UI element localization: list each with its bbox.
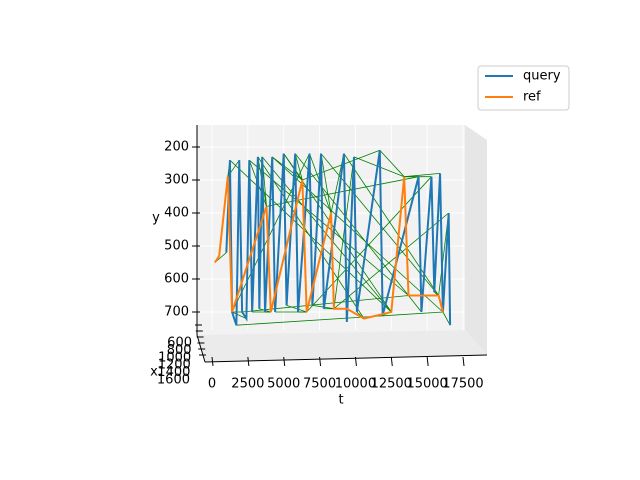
z-tick-label: 1400 bbox=[157, 365, 190, 380]
x-tick-label: 7500 bbox=[303, 377, 336, 392]
alignment-line bbox=[343, 153, 439, 296]
tick-mark bbox=[319, 356, 322, 367]
x-tick-label: 0 bbox=[208, 377, 216, 392]
t-axis-line bbox=[204, 354, 488, 363]
series-line bbox=[225, 150, 452, 326]
y-tick-label: 700 bbox=[164, 305, 189, 320]
alignment-line bbox=[231, 311, 247, 319]
y-tick-label: 400 bbox=[164, 206, 189, 221]
tick-mark bbox=[211, 356, 214, 367]
alignment-line bbox=[353, 156, 405, 178]
legend-label: ref bbox=[523, 90, 541, 105]
side-pane bbox=[465, 125, 487, 355]
legend: query ref bbox=[477, 65, 570, 111]
y-tick-label: 200 bbox=[164, 140, 189, 155]
alignment-line bbox=[442, 311, 451, 326]
z-tick-label: 1200 bbox=[158, 358, 191, 373]
alignment-line bbox=[294, 153, 303, 181]
alignment-line bbox=[404, 173, 441, 178]
t-axis-label: t bbox=[338, 393, 343, 408]
x-tick-label: 2500 bbox=[231, 377, 264, 392]
y-tick-label: 500 bbox=[164, 239, 189, 254]
alignment-line bbox=[333, 156, 355, 309]
z-tick-label: 1000 bbox=[158, 350, 191, 365]
x-tick-label: 10000 bbox=[335, 377, 376, 392]
alignment-line bbox=[236, 311, 443, 326]
tick-mark bbox=[354, 356, 357, 367]
tick-mark bbox=[426, 356, 429, 367]
y-tick-label: 300 bbox=[164, 173, 189, 188]
z-tick-label: 600 bbox=[167, 336, 192, 351]
z-tick-label: 800 bbox=[167, 343, 192, 358]
x-tick-label: 5000 bbox=[267, 377, 300, 392]
alignment-line bbox=[379, 150, 405, 177]
y-axis-label: y bbox=[152, 211, 160, 226]
floor-pane bbox=[197, 330, 487, 362]
x-tick-label: 17500 bbox=[442, 377, 483, 392]
tick-mark bbox=[283, 356, 286, 367]
alignment-line bbox=[286, 305, 307, 313]
tick-mark bbox=[462, 356, 465, 367]
tick-mark bbox=[247, 356, 250, 367]
alignment-line bbox=[408, 295, 422, 313]
series-line bbox=[214, 176, 444, 320]
x-tick-label: 15000 bbox=[406, 377, 447, 392]
y-tick-label: 600 bbox=[164, 272, 189, 287]
tick-mark bbox=[390, 356, 393, 367]
legend-label: query bbox=[523, 69, 561, 84]
alignment-line bbox=[271, 156, 303, 181]
alignment-line bbox=[302, 149, 380, 181]
alignment-line bbox=[306, 176, 432, 313]
x-axis-label: x bbox=[150, 365, 158, 380]
x-tick-label: 12500 bbox=[371, 377, 412, 392]
alignment-line bbox=[320, 153, 332, 214]
alignment-line bbox=[333, 212, 449, 310]
z-tick-label: 1600 bbox=[157, 373, 190, 388]
